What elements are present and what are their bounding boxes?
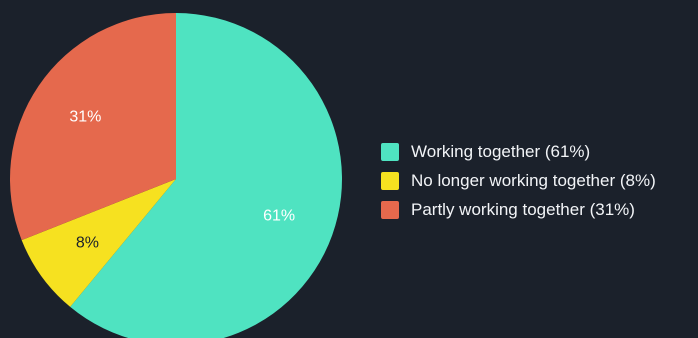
legend-swatch-2 <box>381 200 399 219</box>
legend-item-1: No longer working together (8%) <box>381 166 656 195</box>
legend-item-0: Working together (61%) <box>381 137 656 166</box>
legend-label-0: Working together (61%) <box>411 141 591 161</box>
pie-slice-1 <box>21 179 176 307</box>
slice-data-label-0: 61% <box>263 207 295 224</box>
legend-swatch-0 <box>381 142 399 161</box>
legend-item-2: Partly working together (31%) <box>381 195 656 224</box>
legend-label-1: No longer working together (8%) <box>411 170 656 190</box>
slice-data-label-1: 8% <box>76 235 99 252</box>
pie-slice-0 <box>70 13 342 338</box>
legend: Working together (61%) No longer working … <box>381 137 656 224</box>
legend-label-2: Partly working together (31%) <box>411 199 635 219</box>
slice-data-label-2: 31% <box>69 109 101 126</box>
legend-swatch-1 <box>381 171 399 190</box>
pie-slice-2 <box>10 13 177 241</box>
